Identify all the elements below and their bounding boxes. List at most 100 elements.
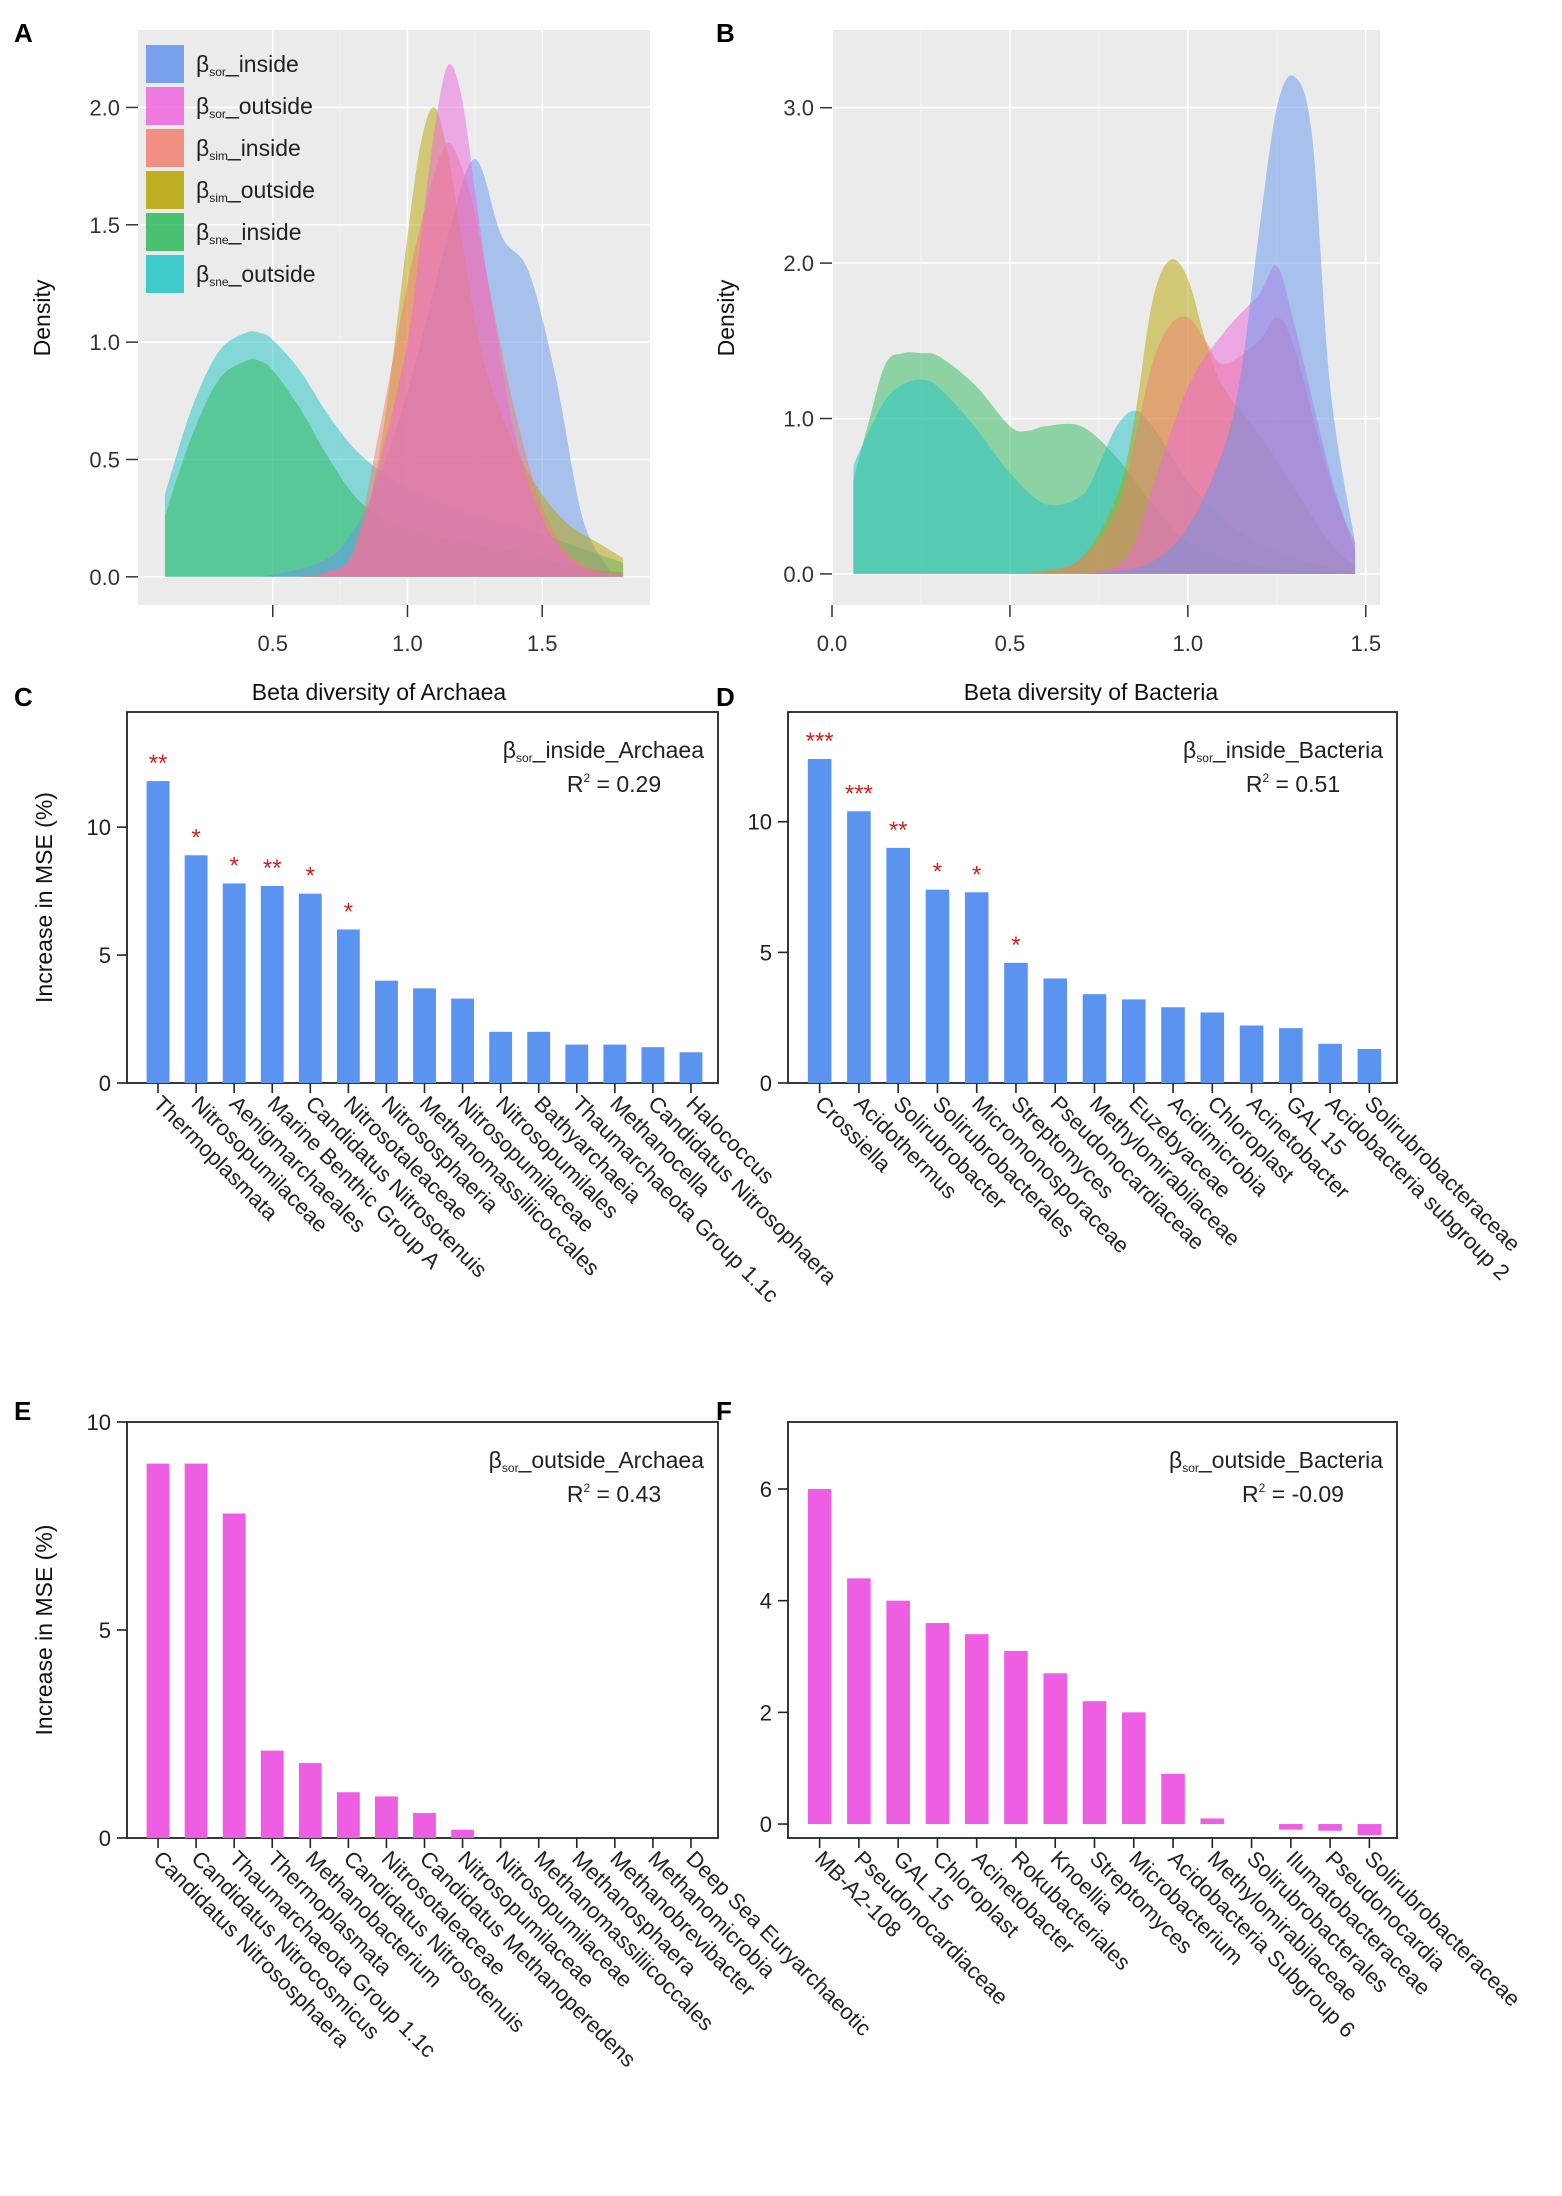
r-squared-superscript: 2 xyxy=(1259,1481,1266,1495)
model-label: βsor_outside_Bacteria xyxy=(1169,1447,1383,1475)
bar xyxy=(146,1463,170,1838)
r-squared-symbol: R xyxy=(567,1481,584,1507)
significance-stars: ** xyxy=(889,817,908,844)
legend-suffix: _outside xyxy=(225,93,313,119)
x-tick-label: 0.5 xyxy=(995,631,1026,656)
bar xyxy=(146,781,170,1083)
model-subscript: sor xyxy=(516,751,533,765)
bar xyxy=(1200,1818,1225,1825)
legend-swatch-sne-outside xyxy=(146,255,184,293)
y-tick-label: 0.0 xyxy=(89,565,120,590)
bar xyxy=(925,889,950,1083)
bar xyxy=(336,929,360,1083)
bar xyxy=(336,1792,360,1838)
significance-stars: * xyxy=(191,824,200,851)
bar xyxy=(222,1513,246,1838)
model-subscript: sor xyxy=(502,1461,519,1475)
r-squared-symbol: R xyxy=(567,771,584,797)
legend-subscript: sne xyxy=(209,233,229,247)
legend-label: βsne_inside xyxy=(196,219,301,247)
bar xyxy=(1043,1673,1068,1825)
bar xyxy=(1357,1049,1382,1083)
significance-stars: * xyxy=(972,861,981,888)
y-tick-label: 5 xyxy=(99,943,111,968)
y-axis-label: Density xyxy=(713,279,739,356)
y-tick-label: 1.0 xyxy=(89,330,120,355)
bar xyxy=(603,1044,627,1083)
panel-letter: A xyxy=(14,18,33,48)
legend-greek: β xyxy=(196,135,209,161)
model-subscript: sor xyxy=(1196,751,1213,765)
r-squared-superscript: 2 xyxy=(1262,771,1269,785)
bar xyxy=(184,855,208,1083)
y-tick-label: 1.5 xyxy=(89,213,120,238)
model-name: _inside_Bacteria xyxy=(1212,737,1383,763)
y-tick-label: 0 xyxy=(99,1071,111,1096)
panel-letter: D xyxy=(716,682,735,712)
bar xyxy=(1161,1773,1185,1825)
bar xyxy=(489,1031,513,1083)
significance-stars: * xyxy=(306,863,315,890)
bar xyxy=(1318,1043,1342,1083)
density-area-sor-inside xyxy=(1081,75,1356,574)
bar xyxy=(1121,1712,1146,1825)
r-squared-label: R2 = 0.51 xyxy=(1246,771,1340,797)
bar xyxy=(641,1047,665,1083)
legend-label: βsim_outside xyxy=(196,177,315,205)
bar xyxy=(222,883,246,1083)
significance-stars: * xyxy=(229,852,238,879)
bar xyxy=(847,811,871,1083)
x-tick-label: 1.0 xyxy=(392,631,423,656)
legend-swatch-sne-inside xyxy=(146,213,184,251)
y-tick-label: 0.5 xyxy=(89,447,120,472)
significance-stars: * xyxy=(933,859,942,886)
significance-stars: * xyxy=(1011,932,1020,959)
bar xyxy=(413,988,436,1083)
bar xyxy=(298,893,322,1083)
panel-c: C**** ** **0510ThermoplasmataNitrosopumila… xyxy=(14,682,842,1307)
r-squared-label: R2 = 0.43 xyxy=(567,1481,661,1507)
y-tick-label: 5 xyxy=(760,940,772,965)
y-tick-label: 0 xyxy=(99,1826,111,1851)
bar xyxy=(375,1796,398,1838)
y-axis-label: Density xyxy=(29,279,55,356)
y-tick-label: 0 xyxy=(760,1812,772,1837)
r-squared-superscript: 2 xyxy=(583,771,590,785)
legend-swatch-sim-inside xyxy=(146,129,184,167)
legend: βsor_insideβsor_outsideβsim_insideβsim_o… xyxy=(146,45,316,293)
bar xyxy=(1279,1028,1303,1083)
legend-subscript: sor xyxy=(209,107,226,121)
legend-label: βsor_outside xyxy=(196,93,313,121)
bar xyxy=(298,1763,322,1838)
significance-stars: *** xyxy=(806,728,834,755)
model-subscript: sor xyxy=(1182,1461,1199,1475)
bar xyxy=(565,1044,589,1083)
legend-subscript: sor xyxy=(209,65,226,79)
legend-swatch-sim-outside xyxy=(146,171,184,209)
bar xyxy=(375,980,398,1083)
x-tick-label: 1.5 xyxy=(527,631,558,656)
bar xyxy=(1239,1025,1264,1083)
bar xyxy=(807,759,832,1083)
legend-greek: β xyxy=(196,93,209,119)
r-squared-value: = -0.09 xyxy=(1265,1481,1344,1507)
bar xyxy=(1357,1824,1382,1836)
y-tick-label: 0 xyxy=(760,1071,772,1096)
panel-letter: B xyxy=(716,18,735,48)
y-axis-label: Increase in MSE (%) xyxy=(31,1525,57,1736)
density-area-sor-outside xyxy=(299,63,624,577)
legend-greek: β xyxy=(196,51,209,77)
bar xyxy=(260,885,284,1083)
r-squared-label: R2 = -0.09 xyxy=(1242,1481,1344,1507)
x-axis-label: Beta diversity of Bacteria xyxy=(964,679,1219,705)
r-squared-superscript: 2 xyxy=(583,1481,590,1495)
panel-letter: C xyxy=(14,682,33,712)
y-tick-label: 2 xyxy=(760,1700,772,1725)
model-name: _outside_Archaea xyxy=(518,1447,705,1473)
y-tick-label: 1.0 xyxy=(783,407,814,432)
y-tick-label: 2.0 xyxy=(89,95,120,120)
bar xyxy=(1318,1824,1342,1831)
significance-stars: ** xyxy=(263,855,282,882)
x-tick-label: 1.5 xyxy=(1350,631,1381,656)
legend-greek: β xyxy=(196,177,209,203)
